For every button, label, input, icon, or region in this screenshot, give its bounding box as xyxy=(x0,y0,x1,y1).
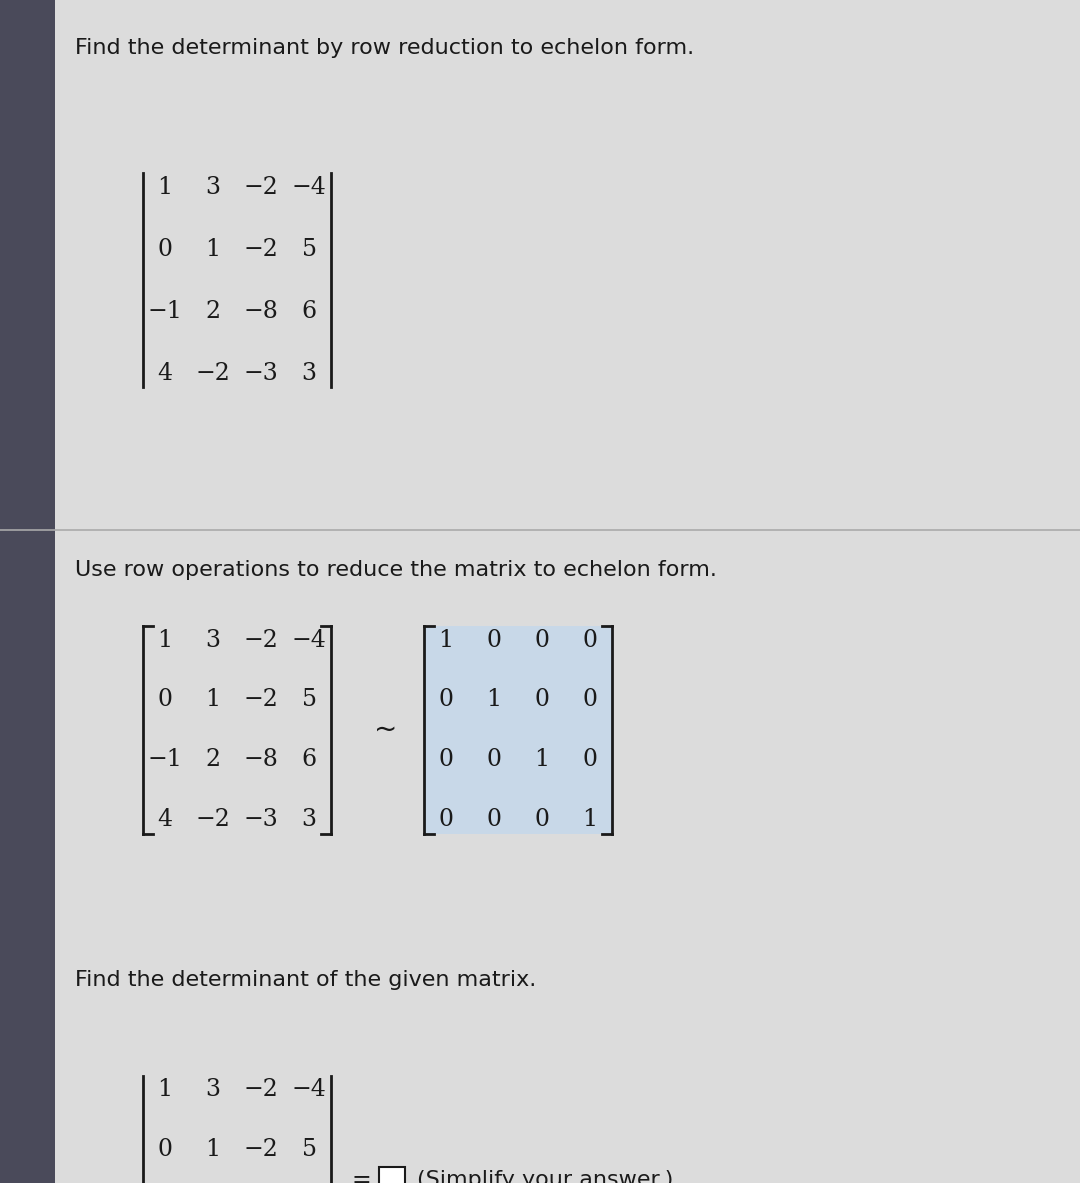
Text: 0: 0 xyxy=(438,689,454,711)
Text: 5: 5 xyxy=(301,1138,316,1162)
Text: 0: 0 xyxy=(486,808,501,832)
Text: 2: 2 xyxy=(205,749,220,771)
Text: −2: −2 xyxy=(244,238,279,260)
Text: −4: −4 xyxy=(292,628,326,652)
Bar xyxy=(0,0,55,1183)
Text: 1: 1 xyxy=(205,238,220,260)
Text: 3: 3 xyxy=(301,808,316,832)
Text: =: = xyxy=(351,1168,370,1183)
Text: 3: 3 xyxy=(301,362,316,384)
Text: 2: 2 xyxy=(205,299,220,323)
Text: 5: 5 xyxy=(301,238,316,260)
Text: −1: −1 xyxy=(148,749,183,771)
Text: −2: −2 xyxy=(195,362,230,384)
Text: 3: 3 xyxy=(205,1079,220,1101)
Text: −2: −2 xyxy=(244,628,279,652)
Text: 1: 1 xyxy=(205,1138,220,1162)
Text: 0: 0 xyxy=(438,749,454,771)
Text: 0: 0 xyxy=(158,689,173,711)
Text: 1: 1 xyxy=(205,689,220,711)
Text: 4: 4 xyxy=(158,808,173,832)
Text: 0: 0 xyxy=(582,689,597,711)
Text: 3: 3 xyxy=(205,628,220,652)
Text: −2: −2 xyxy=(195,808,230,832)
Text: 1: 1 xyxy=(582,808,597,832)
Text: Find the determinant of the given matrix.: Find the determinant of the given matrix… xyxy=(75,970,537,990)
Text: 0: 0 xyxy=(158,238,173,260)
Bar xyxy=(424,626,612,834)
Text: −1: −1 xyxy=(148,299,183,323)
Text: 1: 1 xyxy=(438,628,454,652)
Text: 6: 6 xyxy=(301,299,316,323)
Text: −2: −2 xyxy=(244,689,279,711)
Text: 1: 1 xyxy=(486,689,501,711)
Text: 0: 0 xyxy=(535,689,550,711)
Bar xyxy=(379,1166,405,1183)
Text: −8: −8 xyxy=(244,299,279,323)
Text: 1: 1 xyxy=(158,175,173,199)
Text: 6: 6 xyxy=(301,749,316,771)
Text: ~: ~ xyxy=(375,716,397,744)
Text: 0: 0 xyxy=(535,628,550,652)
Text: 5: 5 xyxy=(301,689,316,711)
Text: −3: −3 xyxy=(244,808,279,832)
Text: Find the determinant by row reduction to echelon form.: Find the determinant by row reduction to… xyxy=(75,38,694,58)
Text: −2: −2 xyxy=(244,1079,279,1101)
Text: 0: 0 xyxy=(582,749,597,771)
Text: −4: −4 xyxy=(292,175,326,199)
Text: (Simplify your answer.): (Simplify your answer.) xyxy=(417,1170,673,1183)
Text: −2: −2 xyxy=(244,1138,279,1162)
Text: 0: 0 xyxy=(158,1138,173,1162)
Text: −4: −4 xyxy=(292,1079,326,1101)
Text: 0: 0 xyxy=(438,808,454,832)
Text: 3: 3 xyxy=(205,175,220,199)
Text: −8: −8 xyxy=(244,749,279,771)
Text: 1: 1 xyxy=(158,1079,173,1101)
Text: −3: −3 xyxy=(244,362,279,384)
Text: 1: 1 xyxy=(535,749,550,771)
Text: 4: 4 xyxy=(158,362,173,384)
Text: 1: 1 xyxy=(158,628,173,652)
Text: 0: 0 xyxy=(486,628,501,652)
Text: 0: 0 xyxy=(582,628,597,652)
Text: 0: 0 xyxy=(486,749,501,771)
Text: −2: −2 xyxy=(244,175,279,199)
Text: 0: 0 xyxy=(535,808,550,832)
Text: Use row operations to reduce the matrix to echelon form.: Use row operations to reduce the matrix … xyxy=(75,560,717,580)
